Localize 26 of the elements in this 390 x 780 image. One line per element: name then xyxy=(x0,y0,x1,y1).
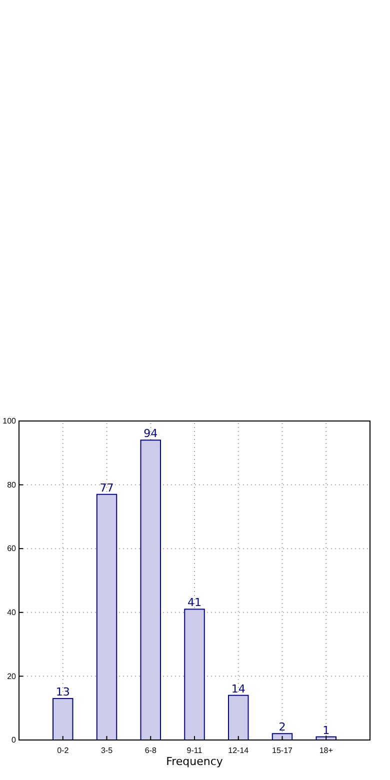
x-tick-label: 18+ xyxy=(319,746,334,755)
y-tick-label: 20 xyxy=(7,672,17,681)
data-label: 2 xyxy=(278,720,286,734)
y-tick-label: 100 xyxy=(2,416,17,426)
bar xyxy=(228,694,249,740)
x-tick-label: 9-11 xyxy=(186,746,203,755)
data-label: 94 xyxy=(144,427,158,440)
bar xyxy=(52,698,74,740)
y-tick-label: 40 xyxy=(7,608,17,617)
data-label: 14 xyxy=(231,682,246,696)
y-tick-label: 0 xyxy=(12,736,17,745)
x-axis-title: Frequency xyxy=(166,755,224,768)
data-label: 1 xyxy=(322,724,330,737)
x-tick-label: 3-5 xyxy=(100,746,114,755)
x-tick-label: 6-8 xyxy=(144,746,157,755)
data-label: 41 xyxy=(188,596,202,610)
data-label: 13 xyxy=(56,686,70,699)
bar xyxy=(140,440,161,740)
y-tick-label: 60 xyxy=(7,544,17,554)
x-tick-label: 0-2 xyxy=(57,746,70,755)
x-tick-label: 12-14 xyxy=(228,746,250,755)
bar xyxy=(184,608,205,740)
y-tick-label: 80 xyxy=(7,480,17,490)
bar xyxy=(96,494,118,740)
x-tick-label: 15-17 xyxy=(272,746,294,755)
data-label: 77 xyxy=(100,481,114,494)
